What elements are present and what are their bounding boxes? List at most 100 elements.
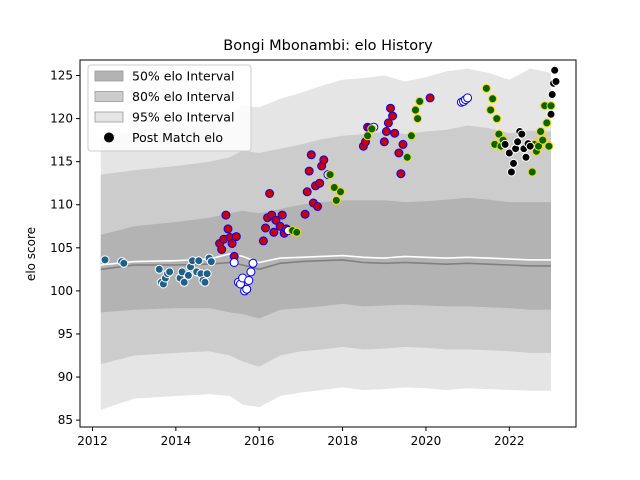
x-tick-label: 2018 [327, 434, 358, 448]
data-point [546, 101, 556, 111]
data-point [244, 276, 254, 285]
data-point [300, 209, 310, 219]
data-point [544, 141, 554, 151]
data-point [513, 137, 523, 147]
data-point [200, 277, 210, 287]
y-axis-label: elo score [24, 227, 38, 281]
data-point [119, 258, 129, 268]
data-point [223, 224, 233, 234]
data-point [390, 128, 400, 138]
data-point [269, 227, 279, 237]
data-point [183, 270, 193, 280]
data-point [379, 137, 389, 147]
data-point [363, 131, 373, 141]
y-tick-label: 85 [58, 413, 73, 427]
y-tick-label: 95 [58, 327, 73, 341]
data-point [398, 139, 408, 149]
legend-swatch [94, 70, 124, 82]
data-point [547, 90, 557, 99]
legend-label: 80% elo Interval [132, 89, 234, 104]
x-tick-label: 2022 [494, 434, 525, 448]
y-tick-label: 115 [50, 155, 73, 169]
data-point [313, 202, 323, 211]
data-point [179, 277, 189, 287]
data-point [394, 148, 404, 158]
data-point [546, 109, 556, 119]
data-point [242, 284, 252, 294]
data-point [165, 267, 175, 277]
data-point [302, 187, 312, 197]
data-point [336, 187, 345, 197]
x-tick-label: 2016 [244, 434, 275, 448]
data-point [509, 158, 518, 168]
data-point [492, 114, 502, 124]
data-point [381, 127, 391, 136]
x-tick-label: 2020 [411, 434, 442, 448]
data-point [494, 129, 504, 139]
data-point [315, 178, 325, 188]
data-point [194, 256, 204, 266]
median-line [100, 259, 551, 271]
data-point [542, 118, 552, 128]
data-point [413, 114, 423, 124]
y-tick-label: 105 [50, 241, 73, 255]
y-tick-label: 110 [50, 198, 73, 212]
data-point [396, 169, 406, 179]
data-point [261, 223, 270, 233]
legend-label: 50% elo Interval [132, 69, 234, 84]
data-point [538, 135, 548, 145]
x-tick-label: 2012 [77, 434, 108, 448]
legend-label: Post Match elo [132, 130, 223, 145]
data-point [277, 210, 287, 220]
data-point [527, 167, 537, 177]
data-point [550, 65, 560, 75]
data-point [258, 236, 268, 246]
x-tick-label: 2014 [161, 434, 192, 448]
data-point [227, 239, 237, 248]
data-point [551, 77, 561, 86]
data-point [217, 245, 227, 254]
data-point [486, 105, 496, 115]
data-point [536, 127, 546, 136]
data-point [415, 96, 425, 106]
data-point [425, 93, 435, 103]
data-point [406, 131, 416, 141]
legend-marker [104, 132, 114, 143]
data-point [481, 83, 491, 93]
data-point [463, 93, 473, 103]
data-point [325, 170, 335, 180]
data-point [231, 232, 241, 242]
data-point [292, 227, 302, 237]
data-point [521, 152, 531, 162]
legend-label: 95% elo Interval [132, 110, 234, 125]
data-point [100, 255, 110, 265]
data-point [402, 152, 412, 162]
data-point [411, 105, 420, 115]
data-point [525, 141, 535, 151]
data-point [500, 139, 510, 149]
data-point [229, 258, 239, 267]
data-point [383, 118, 393, 128]
plot-area: 2012 2014 2016 2018 2020 2022 85 90 95 100 105 110 1… [50, 59, 577, 448]
data-point [319, 155, 329, 165]
data-point [154, 264, 164, 274]
axes-frame [79, 59, 577, 428]
chart-title: Bongi Mbonambi: elo History [223, 38, 433, 54]
legend: 50% elo Interval 80% elo Interval 95% elo … [87, 64, 252, 152]
data-point [388, 111, 398, 121]
mean-line [100, 252, 551, 266]
y-tick-label: 100 [50, 284, 73, 298]
legend-swatch [94, 111, 124, 123]
y-tick-label: 120 [50, 112, 73, 126]
data-point [265, 189, 275, 198]
data-point [246, 267, 256, 277]
data-point [329, 183, 339, 192]
band-50 [100, 197, 552, 319]
data-point [504, 148, 514, 158]
data-point [506, 167, 516, 177]
data-point [488, 94, 498, 104]
data-point [367, 124, 377, 134]
y-tick-label: 125 [50, 69, 73, 83]
data-point [248, 258, 258, 268]
